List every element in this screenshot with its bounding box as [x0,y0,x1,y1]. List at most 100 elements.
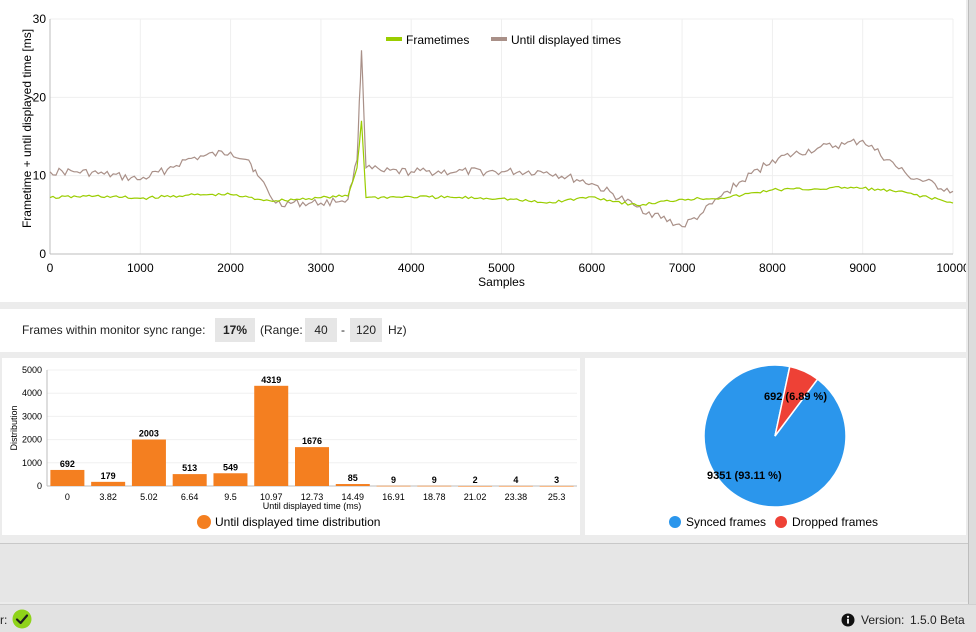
bar [498,485,533,487]
y-tick-label: 20 [33,90,47,104]
range-max-input[interactable]: 120 [350,318,382,342]
y-tick-label: 30 [33,12,47,26]
bar [254,385,289,486]
bar-x-tick-label: 9.5 [224,492,237,502]
sync-pie-chart: 692 (6.89 %) 9351 (93.11 %) Synced frames D… [669,364,878,529]
bar-legend-label: Until displayed time distribution [215,515,380,529]
range-open-label: (Range: [260,323,303,337]
histogram-panel: 0 1000 2000 3000 4000 5000 692 0 179 3.82 2003 5.02… [2,358,580,535]
pie-legend-label: Dropped frames [792,515,878,529]
bar-x-tick-label: 23.38 [505,492,528,502]
bar-data-label: 513 [182,463,197,473]
info-icon[interactable] [841,613,855,627]
bar-data-label: 2 [473,475,478,485]
bar-x-tick-label: 0 [65,492,70,502]
bar-data-label: 9 [391,475,396,485]
bar [376,485,411,487]
bar [335,484,370,486]
bar [458,485,493,487]
check-icon [12,609,32,629]
bar [50,469,85,486]
bar-data-label: 85 [348,473,358,483]
empty-area [0,543,968,602]
bar [172,474,207,486]
version-value: 1.5.0 Beta [910,613,965,627]
bar [213,473,248,486]
pie-legend-label: Synced frames [686,515,766,529]
bar-y-axis-title: Distribution [9,405,19,450]
bar [295,447,329,486]
range-min-input[interactable]: 40 [305,318,337,342]
y-tick-label: 10 [33,169,47,183]
bar-data-label: 9 [432,475,437,485]
bar [539,485,574,487]
x-tick-label: 4000 [398,261,425,275]
x-tick-label: 2000 [217,261,244,275]
legend-swatch [491,37,507,41]
legend-swatch [386,37,402,41]
range-dash: - [341,323,345,337]
x-tick-label: 9000 [849,261,876,275]
bar-data-label: 4 [513,475,518,485]
bar-data-label: 1676 [302,436,322,446]
bar-x-tick-label: 3.82 [99,492,117,502]
scrollbar[interactable] [968,0,976,604]
series-line-until-displayed-times [49,50,954,228]
bar [417,485,452,487]
bar-x-tick-label: 5.02 [140,492,158,502]
series-line-frametimes [49,120,954,207]
bar-data-label: 692 [60,459,75,469]
pie-legend-swatch [669,516,681,528]
bar-y-tick-label: 0 [37,481,42,491]
bar-data-label: 3 [554,475,559,485]
bar-x-tick-label: 18.78 [423,492,446,502]
bar-x-axis-title: Until displayed time (ms) [263,501,362,511]
bar-x-tick-label: 12.73 [301,492,324,502]
x-tick-label: 8000 [759,261,786,275]
bar-y-tick-label: 2000 [22,435,42,445]
bar-y-tick-label: 1000 [22,458,42,468]
bar-data-label: 179 [101,471,116,481]
legend-label: Frametimes [406,33,469,47]
y-tick-label: 0 [39,247,46,261]
bar-y-tick-label: 5000 [22,365,42,375]
bar-x-tick-label: 21.02 [464,492,487,502]
bar [131,439,166,486]
sync-range-panel: Frames within monitor sync range: 17% (R… [0,309,966,352]
pie-label-dropped: 692 (6.89 %) [764,391,827,403]
bar-data-label: 549 [223,462,238,472]
status-bar: r: Version: 1.5.0 Beta [0,604,976,632]
status-left-label: r: [0,613,8,627]
x-axis-title: Samples [478,275,525,289]
pie-legend-swatch [775,516,787,528]
bar-x-tick-label: 10.97 [260,492,283,502]
pie-slice-dropped-frames [774,365,819,437]
x-tick-label: 6000 [578,261,605,275]
bar-data-label: 4319 [261,375,281,385]
x-tick-label: 3000 [308,261,335,275]
bar [91,481,126,486]
version-label: Version: [861,613,905,627]
bar-y-tick-label: 4000 [22,388,42,398]
bar-x-tick-label: 16.91 [382,492,405,502]
x-tick-label: 7000 [669,261,696,275]
x-tick-label: 5000 [488,261,515,275]
distribution-bar-chart: 0 1000 2000 3000 4000 5000 692 0 179 3.82 2003 5.02… [9,365,577,529]
sync-range-label: Frames within monitor sync range: [22,323,206,337]
y-axis-title: Frametime + until displayed time [ms] [20,29,34,228]
bar-x-tick-label: 6.64 [181,492,199,502]
bar-x-tick-label: 25.3 [548,492,566,502]
range-unit-label: Hz) [388,323,407,337]
bar-y-tick-label: 3000 [22,411,42,421]
bar-x-tick-label: 14.49 [342,492,365,502]
pie-panel: 692 (6.89 %) 9351 (93.11 %) Synced frames D… [585,358,966,535]
x-tick-label: 0 [47,261,54,275]
pie-label-synced: 9351 (93.11 %) [707,470,782,482]
sync-percent-value: 17% [215,318,255,342]
legend-label: Until displayed times [511,33,621,47]
frametime-line-chart: 0 1000 2000 3000 4000 5000 6000 7000 8000 9000 100… [20,12,970,289]
x-tick-label: 1000 [127,261,154,275]
frametime-chart-panel: 0 1000 2000 3000 4000 5000 6000 7000 8000 9000 100… [0,0,970,302]
bar-legend-swatch [197,515,211,529]
